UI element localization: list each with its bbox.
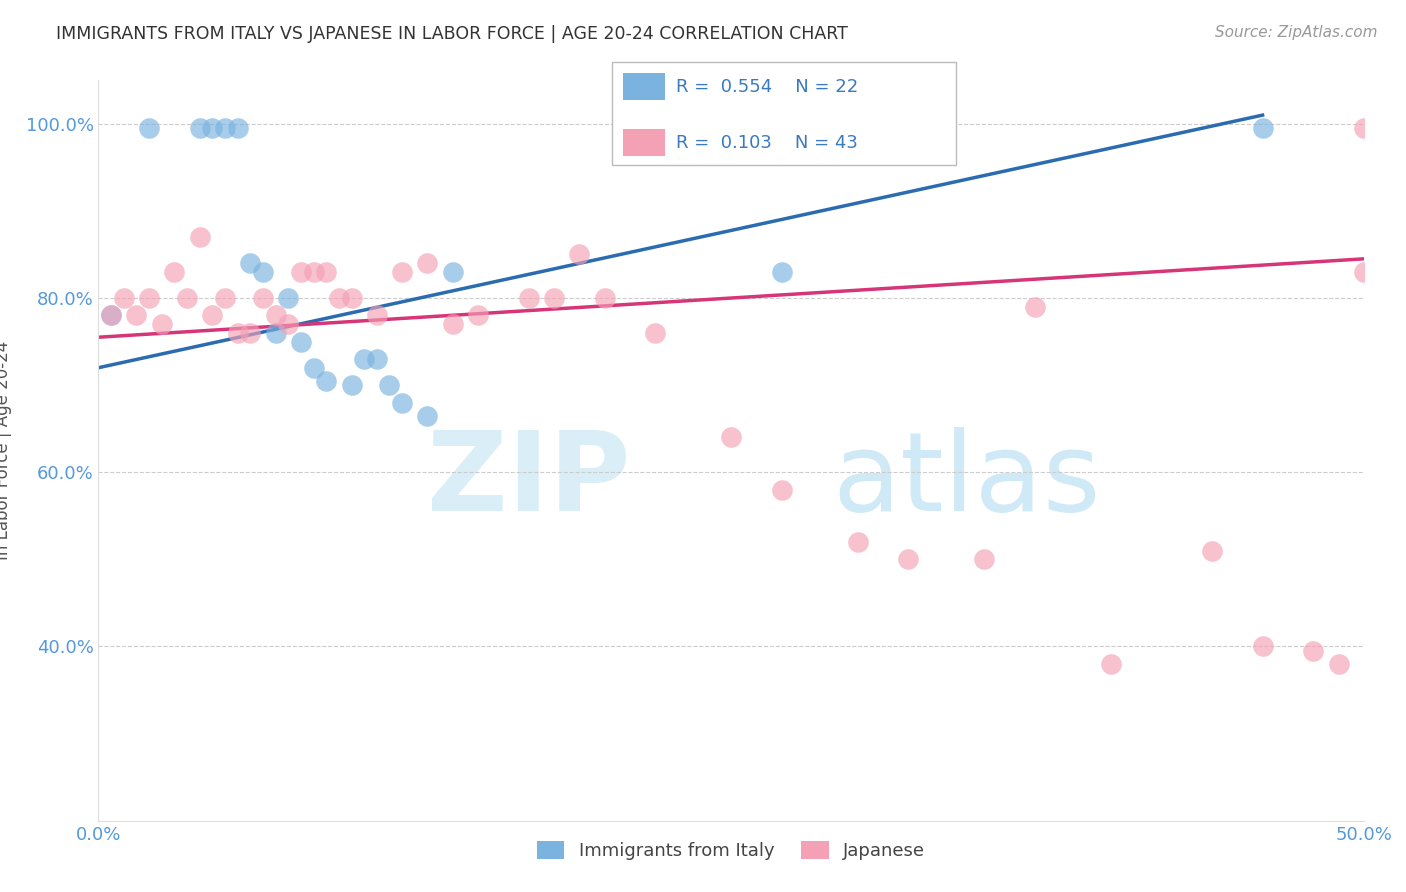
Point [543,291,565,305]
Point [138,121,160,136]
Point [366,351,388,366]
Text: atlas: atlas [832,426,1101,533]
Point [340,291,363,305]
Point [264,326,287,340]
Point [366,309,388,323]
Point [353,351,375,366]
Point [138,291,160,305]
Point [328,291,350,305]
Point [201,121,224,136]
Point [163,265,186,279]
Point [176,291,198,305]
Text: R =  0.554    N = 22: R = 0.554 N = 22 [676,78,859,95]
Point [150,317,173,331]
Point [252,291,274,305]
Text: R =  0.103    N = 43: R = 0.103 N = 43 [676,134,858,152]
Point [1201,543,1223,558]
Point [1024,300,1046,314]
Point [239,256,262,270]
Point [214,291,236,305]
Point [1251,121,1274,136]
Point [568,247,591,261]
Point [239,326,262,340]
Point [188,121,211,136]
Point [188,230,211,244]
Point [644,326,666,340]
Text: ZIP: ZIP [426,426,630,533]
Point [264,309,287,323]
Point [302,360,325,375]
Point [277,291,299,305]
Point [1099,657,1122,671]
Point [1302,644,1324,658]
Point [100,309,122,323]
Point [973,552,995,566]
Point [391,265,413,279]
Y-axis label: In Labor Force | Age 20-24: In Labor Force | Age 20-24 [0,341,11,560]
Point [391,395,413,409]
Point [100,309,122,323]
Point [441,317,464,331]
Point [125,309,148,323]
Point [770,483,793,497]
Point [1251,640,1274,654]
Point [1353,265,1375,279]
Point [416,409,439,423]
Point [846,535,869,549]
Point [214,121,236,136]
Point [416,256,439,270]
Point [226,326,249,340]
Point [277,317,299,331]
Point [378,378,401,392]
Legend: Immigrants from Italy, Japanese: Immigrants from Italy, Japanese [530,833,932,867]
Point [1353,121,1375,136]
Point [226,121,249,136]
Point [201,309,224,323]
Point [770,265,793,279]
Point [467,309,489,323]
Point [340,378,363,392]
Point [290,334,312,349]
Text: Source: ZipAtlas.com: Source: ZipAtlas.com [1215,25,1378,40]
Point [897,552,920,566]
Point [290,265,312,279]
Point [252,265,274,279]
Text: IMMIGRANTS FROM ITALY VS JAPANESE IN LABOR FORCE | AGE 20-24 CORRELATION CHART: IMMIGRANTS FROM ITALY VS JAPANESE IN LAB… [56,25,848,43]
Point [315,374,337,388]
Point [593,291,616,305]
Point [441,265,464,279]
Point [1327,657,1350,671]
Point [720,430,742,444]
Point [302,265,325,279]
Point [517,291,540,305]
Point [112,291,135,305]
Point [315,265,337,279]
